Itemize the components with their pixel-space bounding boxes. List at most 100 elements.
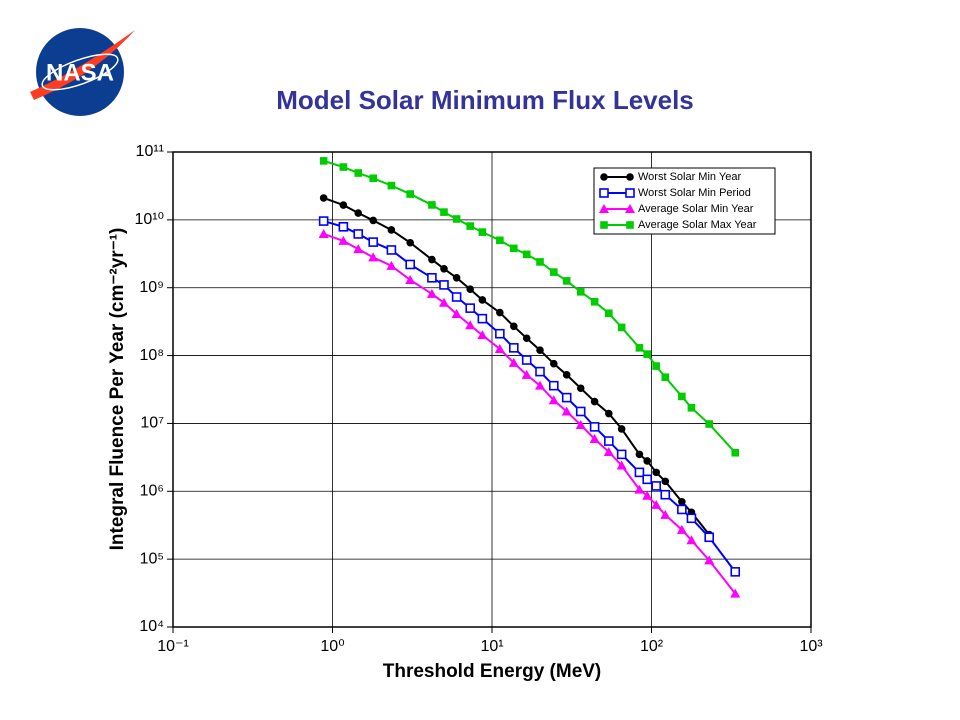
- legend-marker: [600, 173, 608, 181]
- point: [386, 245, 397, 255]
- point: [634, 484, 645, 494]
- legend-marker: [626, 173, 634, 181]
- point: [651, 499, 662, 509]
- point: [318, 228, 329, 238]
- legend-marker: [600, 221, 608, 229]
- y-tick-label: 10⁹: [139, 279, 164, 296]
- point: [451, 308, 462, 318]
- point: [339, 163, 348, 171]
- point: [660, 509, 671, 519]
- point: [494, 343, 505, 353]
- point: [405, 274, 416, 284]
- y-tick-label: 10¹¹: [136, 143, 164, 160]
- point: [642, 490, 653, 500]
- point: [522, 250, 531, 259]
- x-axis-label: Threshold Energy (MeV): [383, 661, 602, 682]
- point: [521, 355, 532, 365]
- point: [661, 373, 670, 382]
- y-tick-label: 10⁸: [139, 347, 164, 364]
- legend-label: Worst Solar Min Period: [638, 187, 751, 199]
- point: [678, 497, 686, 506]
- point: [617, 425, 626, 433]
- point: [406, 238, 414, 247]
- point: [705, 420, 713, 428]
- point: [495, 328, 505, 339]
- point: [561, 406, 572, 416]
- x-tick-label: 10¹: [480, 638, 503, 655]
- series-line: [323, 220, 737, 573]
- point: [496, 308, 504, 317]
- point: [426, 288, 437, 298]
- point: [643, 350, 652, 358]
- point: [575, 406, 586, 417]
- point: [406, 190, 414, 198]
- point: [661, 477, 670, 486]
- point: [319, 194, 328, 202]
- point: [369, 174, 378, 183]
- point: [562, 371, 571, 379]
- point: [354, 169, 363, 177]
- point: [477, 330, 488, 340]
- point: [590, 298, 599, 306]
- logo-text: NASA: [46, 59, 114, 86]
- point: [522, 334, 531, 343]
- point: [465, 320, 476, 330]
- point: [510, 322, 518, 331]
- point: [576, 288, 585, 296]
- point: [478, 228, 487, 236]
- point: [617, 323, 626, 332]
- point: [616, 460, 627, 470]
- point: [616, 449, 627, 460]
- series-line: [323, 197, 710, 536]
- point: [604, 436, 614, 446]
- point: [730, 567, 741, 577]
- point: [339, 201, 348, 209]
- chart-title: Model Solar Minimum Flux Levels: [276, 85, 694, 115]
- point: [652, 468, 660, 477]
- point: [318, 216, 329, 226]
- legend-marker: [625, 204, 635, 213]
- point: [353, 229, 364, 239]
- y-tick-label: 10⁶: [140, 483, 164, 500]
- point: [440, 208, 448, 216]
- point: [562, 277, 571, 285]
- point: [575, 419, 586, 429]
- point: [428, 255, 436, 264]
- point: [354, 209, 363, 217]
- point: [660, 489, 671, 500]
- point: [368, 252, 379, 262]
- point: [439, 280, 449, 290]
- legend-marker: [599, 188, 609, 198]
- point: [704, 532, 714, 543]
- point: [478, 296, 487, 304]
- point: [561, 392, 572, 403]
- point: [319, 157, 328, 165]
- point: [465, 303, 475, 313]
- point: [477, 313, 488, 324]
- point: [678, 392, 686, 401]
- point: [549, 268, 558, 276]
- point: [642, 474, 653, 485]
- point: [643, 457, 652, 465]
- point: [452, 273, 461, 282]
- point: [508, 357, 519, 367]
- point: [548, 380, 559, 391]
- point: [387, 181, 396, 190]
- point: [549, 359, 558, 368]
- point: [536, 346, 544, 354]
- point: [535, 380, 546, 390]
- point: [603, 446, 614, 456]
- point: [369, 216, 378, 225]
- y-tick-label: 10⁴: [139, 618, 164, 635]
- y-axis-label: Integral Fluence Per Year (cm⁻²yr⁻¹): [107, 228, 128, 551]
- point: [521, 369, 532, 379]
- point: [687, 403, 696, 412]
- point: [651, 481, 661, 491]
- point: [338, 222, 349, 232]
- point: [509, 343, 519, 353]
- point: [466, 285, 474, 294]
- x-tick-label: 10³: [799, 638, 823, 655]
- point: [440, 264, 448, 273]
- point: [452, 215, 461, 223]
